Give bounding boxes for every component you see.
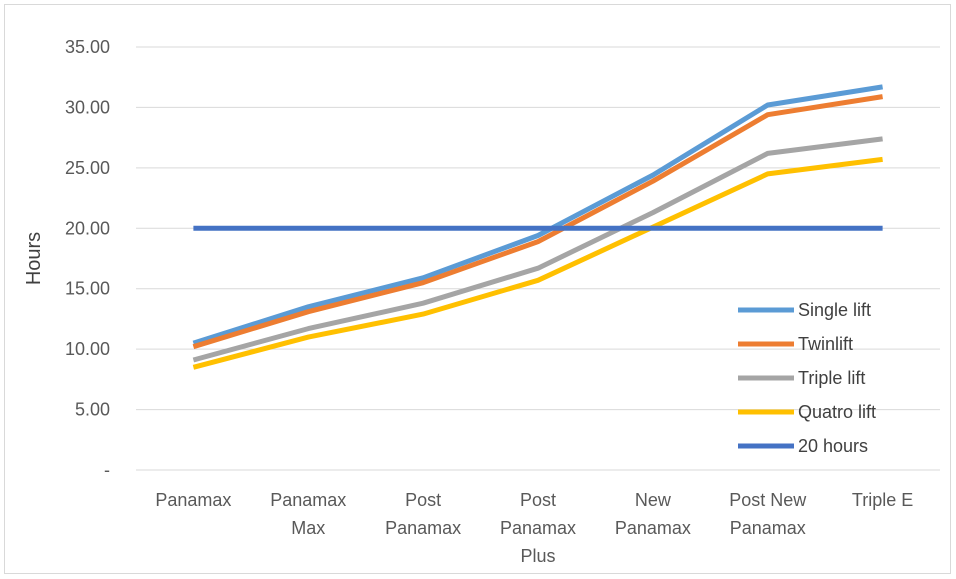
series-line-quatro-lift — [192, 156, 883, 370]
legend-label: Quatro lift — [798, 402, 876, 422]
y-tick-label: 10.00 — [65, 339, 110, 359]
series-line-twinlift — [192, 94, 883, 350]
y-tick-labels: - 5.00 10.00 15.00 20.00 25.00 30.00 35.00 — [65, 37, 110, 480]
y-tick-label: 5.00 — [75, 400, 110, 420]
y-tick-label: 25.00 — [65, 158, 110, 178]
legend-label: 20 hours — [798, 436, 868, 456]
y-tick-label: 15.00 — [65, 279, 110, 299]
x-tick-label: Post Panamax Plus — [500, 490, 576, 566]
x-tick-label: Panamax Max — [270, 490, 346, 538]
y-axis-title: Hours — [23, 232, 45, 285]
y-tick-label: 35.00 — [65, 37, 110, 57]
x-tick-label: Post New Panamax — [729, 490, 807, 538]
x-tick-label: Post Panamax — [385, 490, 461, 538]
x-tick-label: New Panamax — [615, 490, 691, 538]
legend: Single lift Twinlift Triple lift Quatro lif… — [738, 300, 876, 456]
y-tick-label: 30.00 — [65, 97, 110, 117]
legend-label: Triple lift — [798, 368, 865, 388]
series-line-triple-lift — [192, 136, 883, 363]
x-tick-labels: Panamax Panamax Max Post Panamax Post Panamax P… — [155, 490, 913, 566]
y-tick-label: 20.00 — [65, 218, 110, 238]
x-tick-label: Triple E — [852, 490, 913, 510]
x-tick-label: Panamax — [155, 490, 231, 510]
legend-label: Twinlift — [798, 334, 853, 354]
legend-label: Single lift — [798, 300, 871, 320]
series-line-single-lift — [192, 84, 883, 346]
y-tick-label: - — [104, 460, 110, 480]
series-lines — [192, 84, 883, 370]
